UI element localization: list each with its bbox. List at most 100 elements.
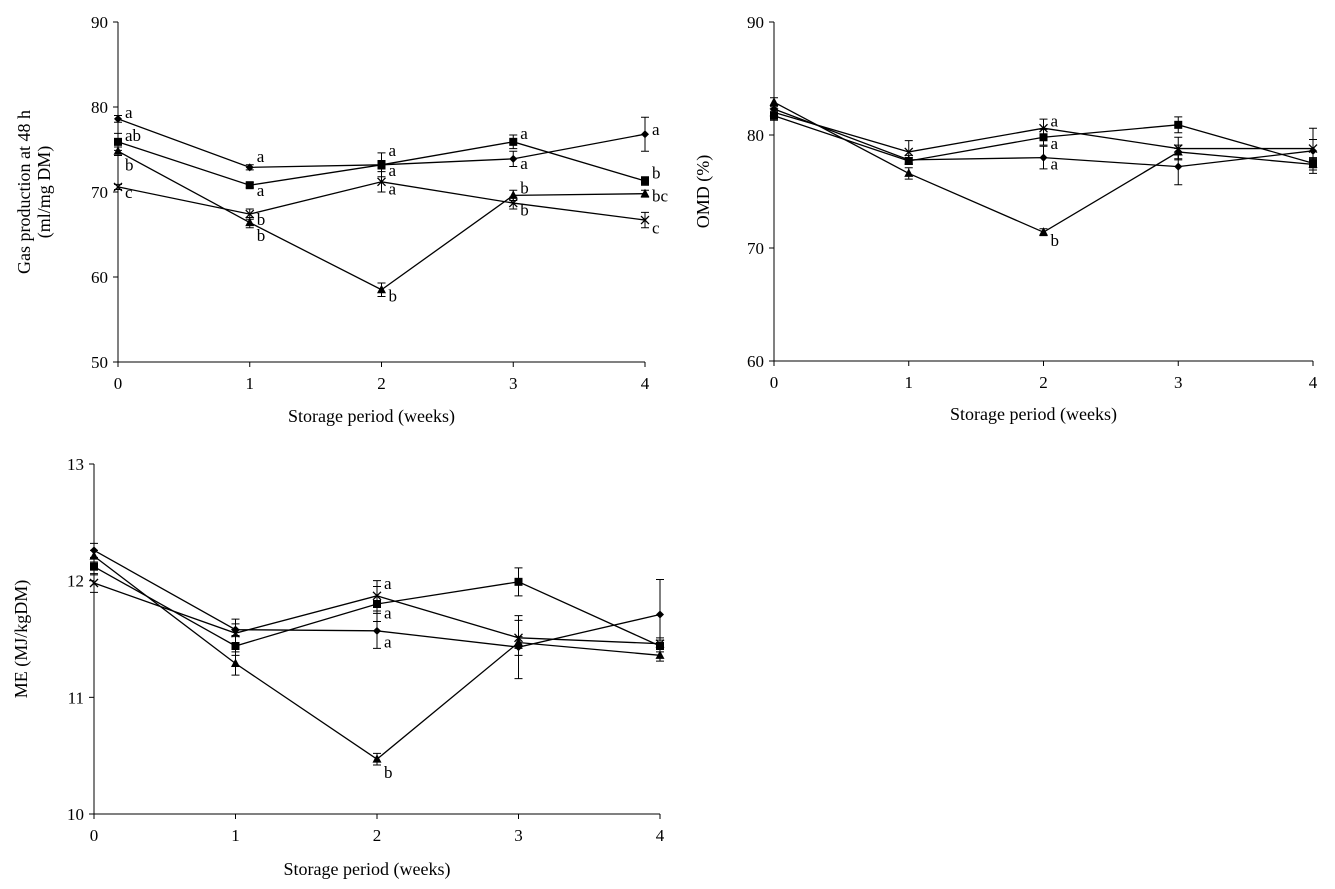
data-point-square (114, 137, 122, 146)
x-tick-label: 1 (231, 826, 240, 845)
data-point-diamond (656, 610, 664, 619)
significance-letter: b (384, 763, 393, 782)
x-tick-label: 0 (114, 374, 123, 393)
y-axis-label: Gas production at 48 h (14, 110, 34, 274)
series-cross (89, 573, 665, 656)
significance-letter: ab (125, 126, 141, 145)
y-tick-label: 90 (91, 13, 108, 32)
x-axis-label: Storage period (weeks) (288, 406, 455, 427)
significance-letter: b (125, 156, 134, 175)
data-point-cross (508, 198, 518, 208)
gas-production-chart: 50 60 70 80 90 0 1 2 3 4 Storage period (weeks) Gas… (14, 13, 668, 427)
data-point-cross (372, 591, 382, 601)
data-point-diamond (1039, 153, 1048, 162)
x-axis-label: Storage period (weeks) (950, 404, 1117, 425)
data-point-square (1174, 120, 1183, 129)
significance-letter: b (389, 287, 398, 306)
y-tick-label: 70 (747, 239, 764, 258)
significance-letter: b (520, 179, 529, 198)
data-point-cross (514, 633, 523, 643)
significance-letter: a (1051, 134, 1059, 153)
significance-letter: a (389, 179, 397, 198)
data-point-diamond (509, 154, 518, 163)
x-axis-label: Storage period (weeks) (284, 859, 451, 880)
data-point-square (245, 181, 254, 190)
data-point-cross (640, 215, 650, 225)
significance-letter: a (384, 633, 392, 652)
significance-letter: b (257, 210, 266, 229)
data-point-cross (1173, 144, 1183, 154)
data-point-triangle (377, 284, 386, 294)
data-point-cross (377, 177, 386, 187)
data-point-cross (231, 628, 240, 638)
data-point-square (509, 137, 518, 146)
series-square (114, 132, 649, 190)
y-tick-label: 80 (91, 98, 108, 117)
significance-letter: a (257, 147, 265, 166)
x-tick-label: 2 (1039, 373, 1048, 392)
series-cross (769, 107, 1318, 164)
significance-letter: a (384, 603, 392, 622)
omd-chart: 60 70 80 90 0 1 2 3 4 Storage period (weeks) OMD (… (693, 13, 1318, 425)
significance-letter: b (652, 163, 661, 182)
data-point-diamond (1174, 162, 1183, 171)
x-tick-label: 1 (246, 374, 255, 393)
data-point-triangle (1308, 159, 1318, 168)
x-tick-label: 3 (514, 826, 523, 845)
significance-letter: b (1051, 231, 1060, 250)
x-tick-label: 4 (1309, 373, 1318, 392)
data-point-cross (113, 182, 123, 192)
data-point-triangle (769, 97, 779, 106)
significance-letter: a (257, 181, 265, 200)
y-tick-label: 70 (91, 183, 108, 202)
y-tick-label: 13 (67, 455, 84, 474)
significance-letter: c (652, 219, 660, 238)
data-point-cross (245, 209, 255, 219)
y-tick-label: 50 (91, 353, 108, 372)
data-point-square (641, 176, 649, 185)
data-point-triangle (655, 650, 665, 659)
data-point-square (377, 160, 386, 169)
x-tick-label: 1 (905, 373, 914, 392)
significance-letter: a (125, 103, 133, 122)
significance-letter: a (1051, 111, 1059, 130)
data-point-cross (1039, 123, 1048, 133)
x-tick-label: 3 (509, 374, 518, 393)
data-point-triangle (89, 551, 99, 560)
significance-letter: b (257, 226, 266, 245)
data-point-triangle (1039, 227, 1048, 236)
x-tick-label: 0 (90, 826, 99, 845)
y-tick-label: 60 (747, 352, 764, 371)
significance-letter: a (384, 574, 392, 593)
data-point-triangle (231, 658, 240, 667)
y-axis-label: ME (MJ/kgDM) (11, 580, 32, 699)
data-point-triangle (372, 754, 382, 763)
x-tick-label: 4 (641, 374, 650, 393)
x-tick-label: 3 (1174, 373, 1183, 392)
y-tick-label: 90 (747, 13, 764, 32)
y-axis-label: (ml/mg DM) (34, 146, 55, 239)
data-point-triangle (640, 188, 650, 198)
data-point-cross (769, 107, 779, 117)
x-tick-label: 4 (656, 826, 665, 845)
significance-letter: a (652, 120, 660, 139)
y-tick-label: 80 (747, 126, 764, 145)
data-point-triangle (245, 217, 255, 227)
y-tick-label: 12 (67, 572, 84, 591)
x-tick-label: 2 (377, 374, 386, 393)
data-point-square (90, 562, 98, 571)
x-tick-label: 0 (770, 373, 779, 392)
data-point-cross (1308, 144, 1318, 154)
data-point-diamond (373, 626, 381, 635)
data-point-diamond (641, 130, 649, 139)
significance-letter: a (520, 124, 528, 143)
significance-letter: bc (652, 186, 669, 205)
data-point-cross (655, 639, 665, 649)
data-point-square (514, 577, 523, 586)
y-axis-label: OMD (%) (693, 155, 714, 229)
x-tick-label: 2 (373, 826, 382, 845)
y-tick-label: 60 (91, 268, 108, 287)
data-point-cross (89, 578, 99, 588)
